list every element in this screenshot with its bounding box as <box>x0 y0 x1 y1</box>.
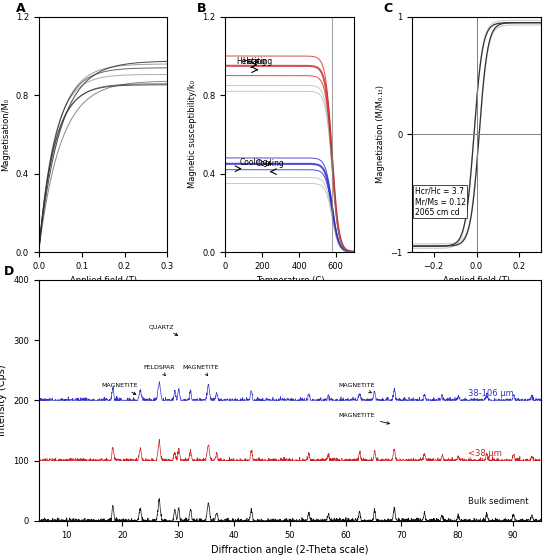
Y-axis label: Magnetic susceptibility/k₀: Magnetic susceptibility/k₀ <box>188 80 197 189</box>
Text: B: B <box>197 2 206 15</box>
X-axis label: Applied field (T): Applied field (T) <box>70 276 136 285</box>
Text: QUARTZ: QUARTZ <box>148 324 178 335</box>
Text: Cooling: Cooling <box>240 158 269 167</box>
X-axis label: Temperature (C): Temperature (C) <box>256 276 324 285</box>
Y-axis label: Magnetisation/M₀: Magnetisation/M₀ <box>1 98 10 171</box>
Text: 38-106 μm: 38-106 μm <box>469 389 514 398</box>
Text: Bulk sediment: Bulk sediment <box>469 497 529 506</box>
Text: <38 μm: <38 μm <box>469 449 502 458</box>
Text: A: A <box>15 2 25 15</box>
Text: MAGNETITE: MAGNETITE <box>102 383 138 394</box>
Text: C: C <box>384 2 393 15</box>
Text: Heating: Heating <box>242 57 272 66</box>
Y-axis label: Magnetization (M/M₀.₁ₜ): Magnetization (M/M₀.₁ₜ) <box>375 86 385 184</box>
Text: Hcr/Hc = 3.7
Mr/Ms = 0.12
2065 cm cd: Hcr/Hc = 3.7 Mr/Ms = 0.12 2065 cm cd <box>415 187 466 217</box>
X-axis label: Diffraction angle (2-Theta scale): Diffraction angle (2-Theta scale) <box>211 545 369 555</box>
Text: D: D <box>3 265 14 278</box>
Text: MAGNETITE: MAGNETITE <box>338 383 375 393</box>
Text: FELDSPAR: FELDSPAR <box>143 365 174 376</box>
X-axis label: Applied field (T): Applied field (T) <box>443 276 510 285</box>
Text: MAGNETITE: MAGNETITE <box>182 365 219 376</box>
Y-axis label: Intensity (Cps): Intensity (Cps) <box>0 365 8 436</box>
Text: Cooling: Cooling <box>256 159 284 168</box>
Text: MAGNETITE: MAGNETITE <box>338 413 390 424</box>
Text: Heating: Heating <box>236 57 267 66</box>
